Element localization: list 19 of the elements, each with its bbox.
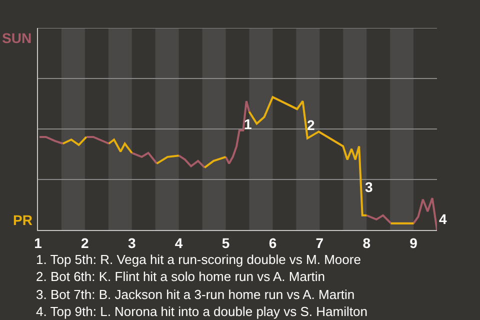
text: PR xyxy=(13,212,32,228)
x-tick-label: 1 xyxy=(34,234,42,251)
x-tick-label: 5 xyxy=(222,234,230,251)
x-tick-label: 7 xyxy=(316,234,324,251)
x-tick-label: 4 xyxy=(174,234,183,251)
annotation: 4 xyxy=(439,211,447,227)
annotation: 2 xyxy=(307,117,315,133)
text: SUN xyxy=(2,30,32,46)
annotation: 1 xyxy=(244,116,252,132)
x-tick-label: 3 xyxy=(128,234,136,251)
text: 1. Top 5th: R. Vega hit a run-scoring double vs M. Moore xyxy=(36,252,361,267)
x-tick-label: 8 xyxy=(362,234,371,251)
x-tick-label: 9 xyxy=(410,234,418,251)
annotation: 3 xyxy=(365,179,373,195)
text: 3. Bot 7th: B. Jackson hit a 3-run home run vs A. Martin xyxy=(36,287,355,302)
x-tick-label: 6 xyxy=(268,234,277,251)
text: 2. Bot 6th: K. Flint hit a solo home run vs A. Martin xyxy=(36,269,326,284)
text: 4. Top 9th: L. Norona hit into a double play vs S. Hamilton xyxy=(36,304,368,319)
x-tick-label: 2 xyxy=(81,234,90,251)
